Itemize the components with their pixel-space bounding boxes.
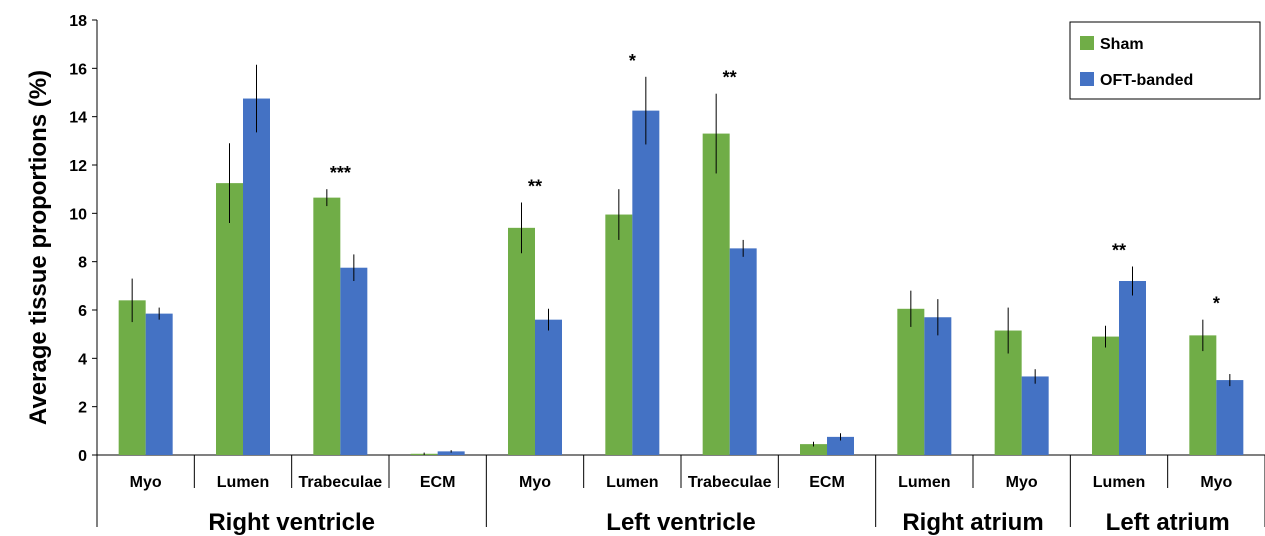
category-label: Lumen [217, 474, 269, 491]
bar-sham-5 [605, 214, 633, 455]
y-tick-label: 2 [78, 400, 87, 417]
significance-marker: ** [1112, 241, 1126, 261]
bar-sham-2 [313, 197, 341, 455]
category-label: Myo [519, 474, 551, 491]
y-tick-label: 14 [69, 110, 87, 127]
legend-swatch-oft-banded [1080, 72, 1094, 86]
bar-sham-8 [897, 308, 925, 455]
y-tick-label: 12 [69, 158, 87, 175]
bar-sham-11 [1189, 335, 1217, 455]
y-tick-label: 0 [78, 448, 87, 465]
bar-sham-0 [118, 300, 146, 455]
category-label: Myo [1200, 474, 1232, 491]
group-label: Right ventricle [208, 509, 375, 536]
y-tick-label: 4 [78, 351, 87, 368]
category-label: ECM [420, 474, 456, 491]
significance-marker: * [1213, 294, 1220, 314]
bar-oft-banded-6 [729, 248, 757, 455]
bar-sham-6 [702, 133, 730, 456]
category-label: ECM [809, 474, 845, 491]
bar-oft-banded-0 [145, 313, 173, 455]
y-axis-title: Average tissue proportions (%) [25, 70, 52, 425]
category-label: Myo [1006, 474, 1038, 491]
bar-oft-banded-11 [1216, 380, 1244, 455]
category-label: Lumen [606, 474, 658, 491]
significance-marker: ** [528, 176, 542, 196]
category-label: Lumen [1093, 474, 1145, 491]
bar-oft-banded-3 [437, 451, 465, 455]
y-tick-label: 18 [69, 13, 87, 30]
bar-oft-banded-2 [340, 267, 368, 455]
bar-oft-banded-4 [535, 319, 562, 455]
significance-marker: * [629, 51, 636, 71]
group-label: Right atrium [902, 509, 1043, 536]
category-label: Lumen [898, 474, 950, 491]
category-label: Trabeculae [299, 474, 383, 491]
legend-swatch-sham [1080, 36, 1094, 50]
group-label: Left atrium [1106, 509, 1230, 536]
legend-label: OFT-banded [1100, 72, 1193, 89]
bar-sham-7 [800, 444, 827, 455]
significance-marker: *** [330, 163, 351, 183]
bar-oft-banded-9 [1021, 376, 1049, 455]
bar-oft-banded-5 [632, 110, 660, 455]
group-label: Left ventricle [606, 509, 755, 536]
significance-marker: ** [723, 68, 737, 88]
y-tick-label: 8 [78, 255, 87, 272]
bar-oft-banded-10 [1119, 281, 1146, 455]
y-tick-label: 6 [78, 303, 87, 320]
bar-sham-10 [1092, 336, 1119, 455]
bar-oft-banded-1 [243, 98, 270, 456]
bar-sham-4 [508, 227, 535, 455]
bar-oft-banded-7 [827, 436, 854, 455]
y-tick-label: 10 [69, 206, 87, 223]
legend-label: Sham [1100, 36, 1144, 53]
bar-sham-1 [216, 183, 243, 455]
legend-box [1069, 21, 1261, 100]
category-label: Trabeculae [688, 474, 772, 491]
category-label: Myo [130, 474, 162, 491]
bar-oft-banded-8 [924, 317, 952, 455]
y-tick-label: 16 [69, 61, 87, 78]
